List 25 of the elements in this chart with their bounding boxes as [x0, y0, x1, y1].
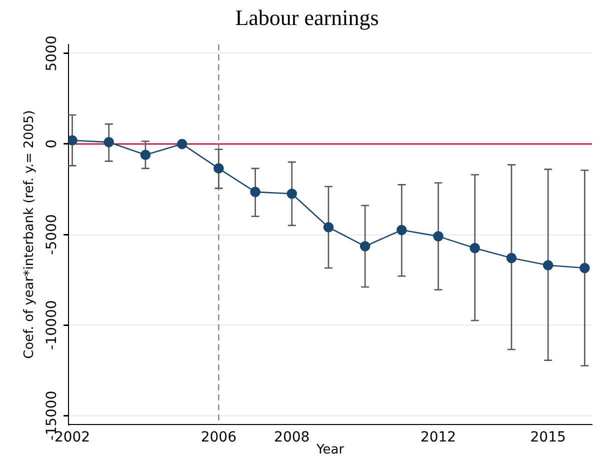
y-tick-label: 0 — [44, 140, 60, 148]
point — [286, 188, 298, 199]
point — [140, 150, 151, 160]
point — [396, 224, 407, 236]
y-tick-label: -5000 — [44, 214, 60, 255]
point — [580, 262, 590, 274]
point — [542, 260, 554, 270]
point — [104, 137, 114, 148]
point — [214, 163, 224, 174]
point — [360, 241, 370, 252]
point — [506, 252, 517, 264]
x-tick-label: 2012 — [420, 430, 456, 446]
y-tick-label: -10000 — [44, 300, 60, 350]
point — [470, 242, 480, 254]
x-tick-label: 2015 — [530, 430, 566, 446]
chart-title: Labour earnings — [235, 4, 379, 30]
x-axis-title: Year — [316, 442, 345, 458]
point — [433, 231, 444, 242]
x-tick-label: 2006 — [200, 430, 237, 446]
y-tick-label: 5000 — [44, 36, 60, 72]
point — [250, 186, 260, 198]
x-tick-label: 2008 — [274, 430, 310, 446]
point — [323, 222, 334, 232]
y-axis-title: Coef. of year*interbank (ref. y.= 2005) — [22, 110, 38, 359]
point — [176, 138, 188, 150]
